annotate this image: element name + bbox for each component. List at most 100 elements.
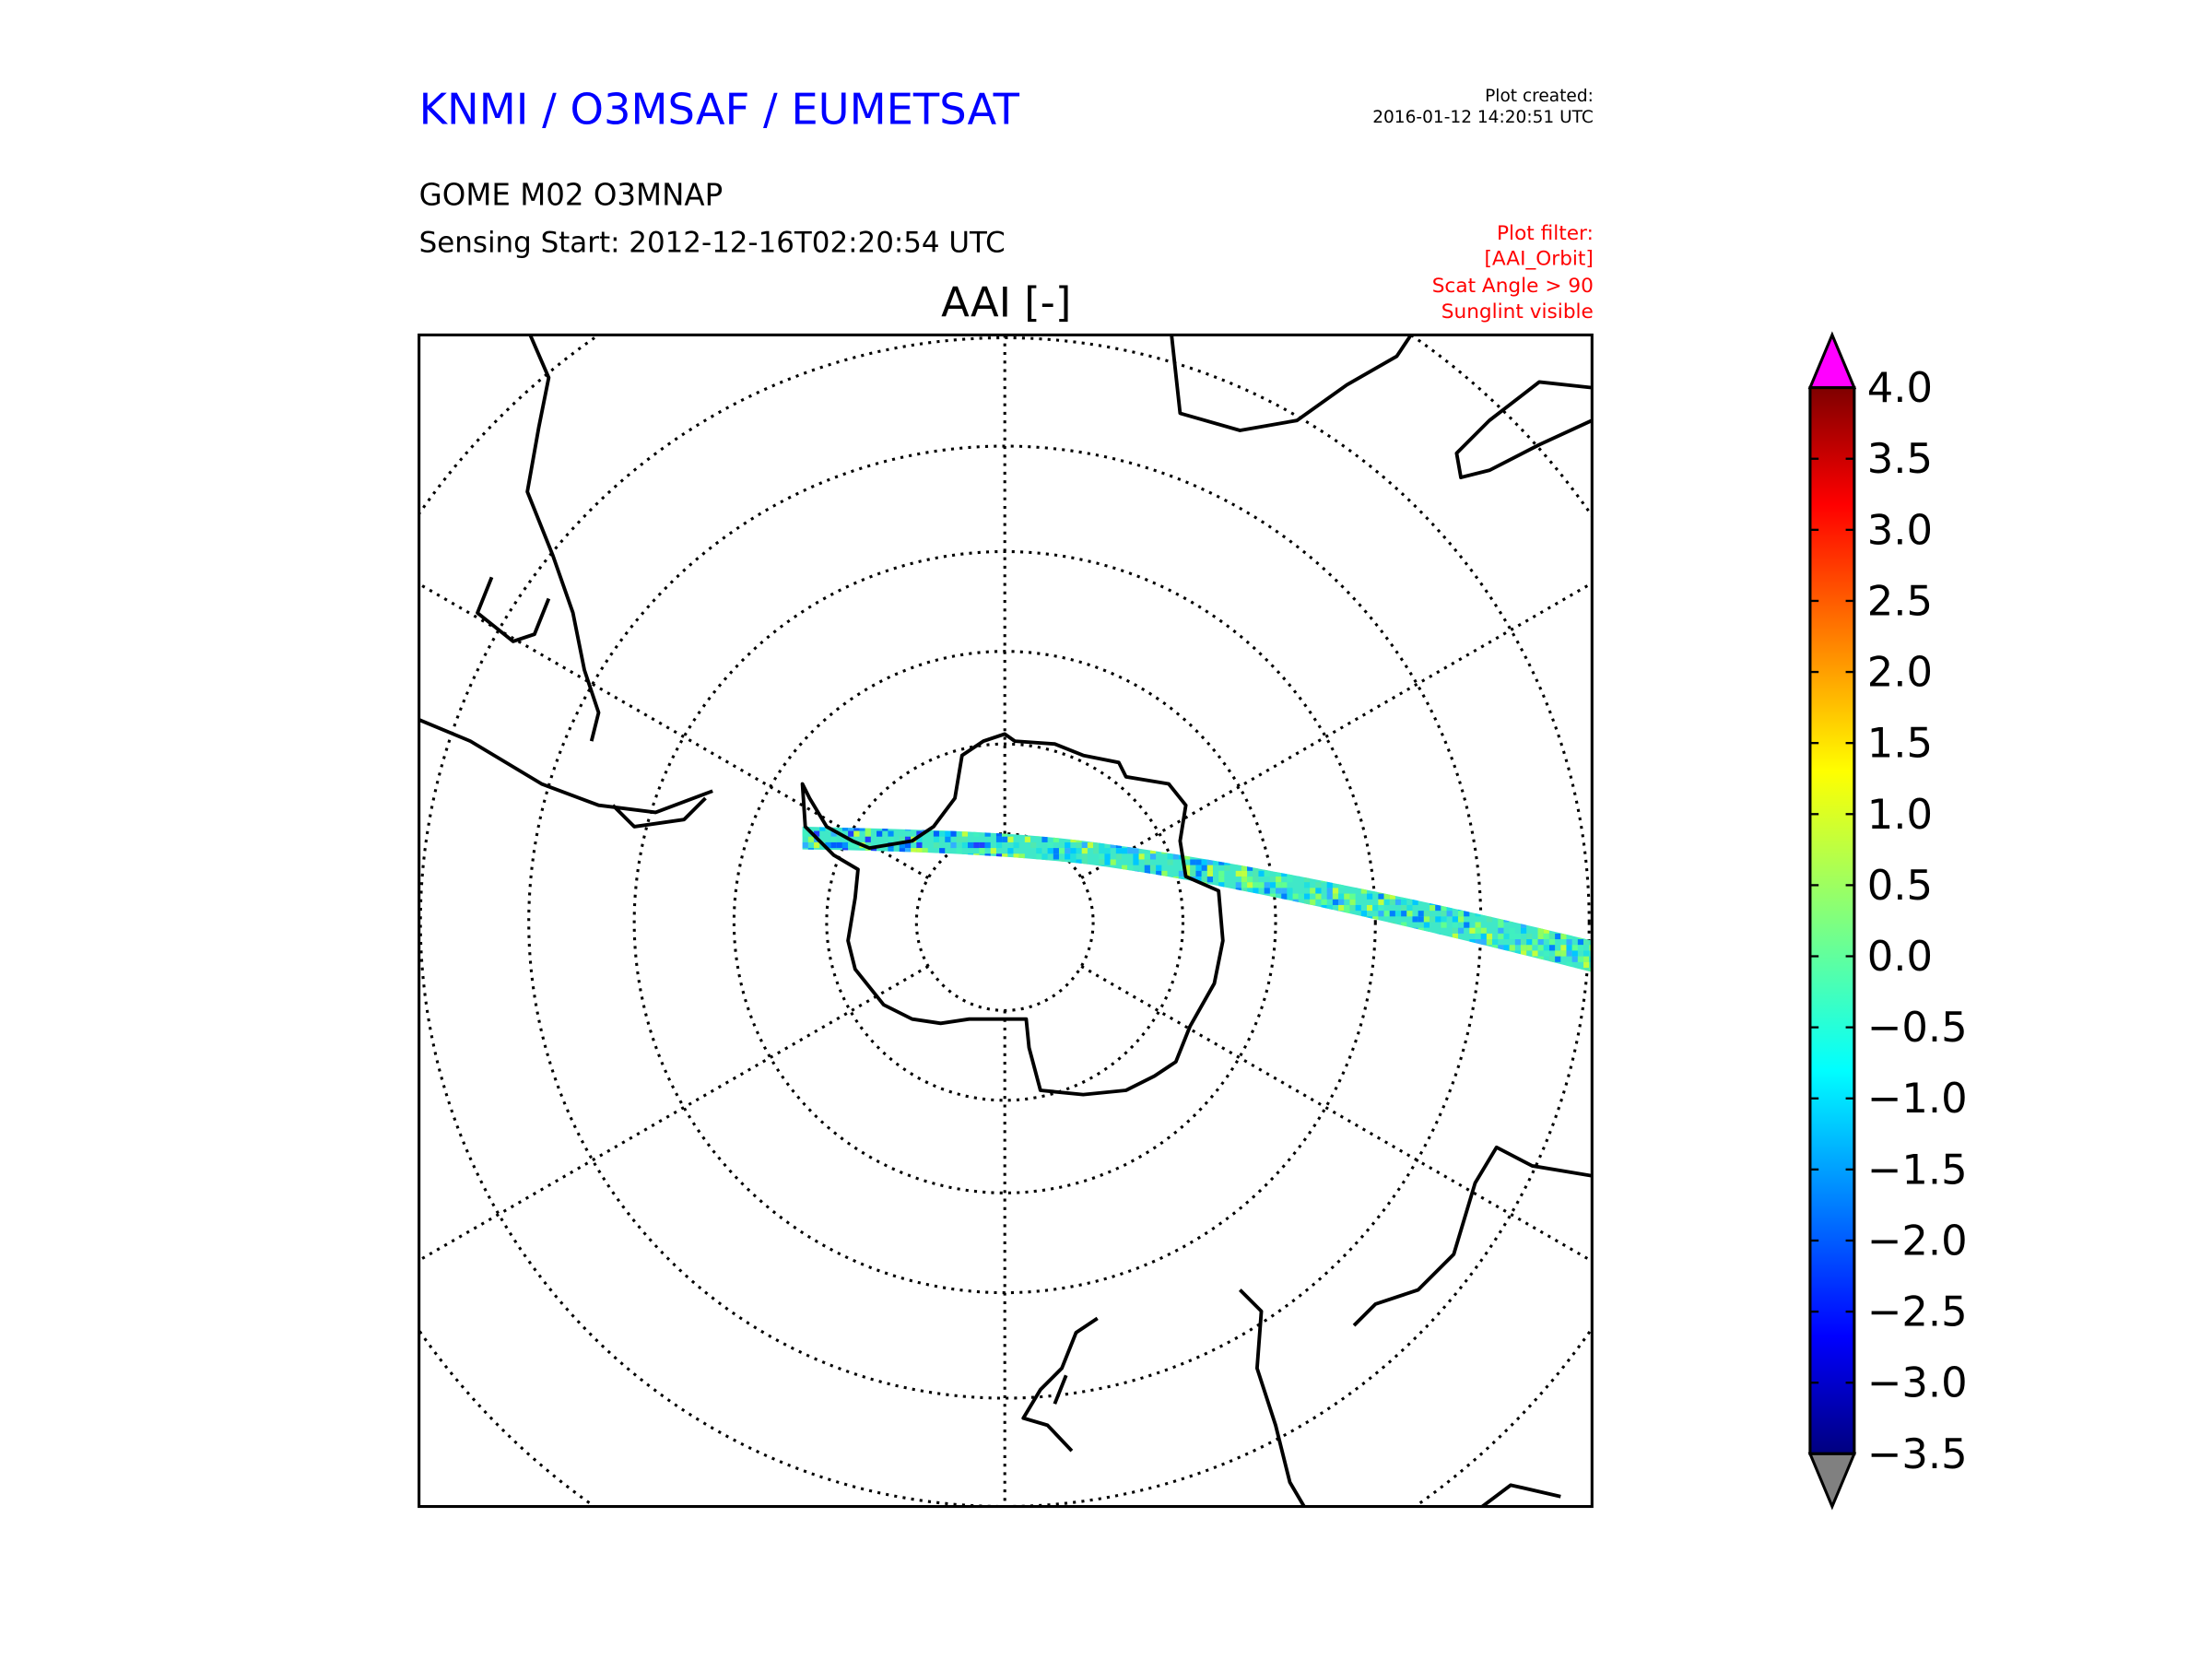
swath-pixel <box>1104 882 1111 888</box>
swath-pixel <box>859 939 865 946</box>
swath-pixel <box>1053 853 1059 860</box>
swath-pixel <box>841 922 849 928</box>
swath-pixel <box>1360 927 1367 934</box>
swath-pixel <box>1526 882 1533 888</box>
swath-pixel <box>899 939 905 946</box>
swath-pixel <box>1338 877 1345 883</box>
swath-pixel <box>1013 904 1019 912</box>
swath-pixel <box>859 927 865 934</box>
swath-pixel <box>1577 877 1584 883</box>
swath-pixel <box>1167 836 1173 842</box>
swath-pixel <box>1007 836 1014 842</box>
swath-pixel <box>1367 819 1372 825</box>
swath-pixel <box>1007 848 1014 854</box>
swath-pixel <box>979 893 985 900</box>
colorbar-tick-label: −2.0 <box>1867 1216 1968 1265</box>
swath-pixel <box>1315 945 1322 951</box>
swath-pixel <box>1224 956 1230 962</box>
swath-pixel <box>1230 841 1236 849</box>
swath-pixel <box>1464 911 1470 917</box>
swath-pixel <box>1310 830 1316 837</box>
swath-pixel <box>933 968 940 972</box>
swath-pixel <box>807 927 814 934</box>
swath-pixel <box>1521 973 1526 979</box>
swath-pixel <box>813 968 820 972</box>
swath-pixel <box>1492 882 1499 888</box>
swath-pixel <box>1355 865 1361 871</box>
swath-pixel <box>1492 819 1498 825</box>
map-title: AAI [-] <box>941 277 1071 326</box>
swath-pixel <box>1446 899 1453 905</box>
swath-pixel <box>1007 819 1013 825</box>
swath-pixel <box>1441 968 1447 972</box>
swath-pixel <box>1498 956 1504 962</box>
swath-pixel <box>1394 950 1402 957</box>
swath-pixel <box>836 956 842 962</box>
swath-pixel <box>1099 870 1105 877</box>
swath-pixel <box>1457 916 1465 923</box>
swath-pixel <box>1464 888 1470 894</box>
swath-pixel <box>1298 950 1304 957</box>
swath-pixel <box>1394 848 1402 854</box>
swath-pixel <box>1287 888 1293 894</box>
swath-pixel <box>888 836 894 842</box>
swath-pixel <box>984 888 991 894</box>
swath-pixel <box>1344 904 1350 912</box>
swath-pixel <box>1144 927 1150 934</box>
swath-pixel <box>1230 939 1236 946</box>
swath-pixel <box>1099 933 1105 940</box>
swath-pixel <box>1076 836 1082 842</box>
swath-pixel <box>1212 922 1219 928</box>
swath-pixel <box>1041 893 1048 900</box>
swath-pixel <box>904 939 912 946</box>
swath-pixel <box>1041 973 1047 979</box>
swath-pixel <box>1548 956 1556 962</box>
swath-pixel <box>1401 859 1407 865</box>
swath-pixel <box>1287 945 1293 951</box>
swath-pixel <box>1521 945 1527 951</box>
swath-pixel <box>1258 911 1265 917</box>
swath-pixel <box>1435 933 1441 940</box>
swath-pixel <box>1372 904 1379 912</box>
swath-pixel <box>1423 968 1430 972</box>
swath-pixel <box>1514 961 1521 968</box>
swath-pixel <box>945 945 951 951</box>
swath-pixel <box>1543 911 1549 917</box>
swath-pixel <box>1235 916 1241 923</box>
swath-pixel <box>1418 927 1424 934</box>
swath-pixel <box>1230 826 1236 831</box>
swath-pixel <box>1514 841 1521 849</box>
swath-pixel <box>1007 826 1014 831</box>
swath-pixel <box>1276 882 1282 888</box>
swath-pixel <box>1548 826 1556 831</box>
swath-pixel <box>807 877 814 883</box>
swath-pixel <box>1276 836 1282 842</box>
swath-pixel <box>1406 888 1413 894</box>
swath-pixel <box>1224 859 1230 865</box>
swath-pixel <box>1572 819 1578 825</box>
swath-pixel <box>1144 899 1150 905</box>
swath-pixel <box>1457 859 1465 865</box>
swath-pixel <box>1401 933 1407 940</box>
swath-pixel <box>1230 933 1236 940</box>
swath-pixel <box>1258 841 1265 849</box>
swath-pixel <box>1201 859 1207 865</box>
swath-pixel <box>1310 865 1316 871</box>
swath-pixel <box>979 870 985 877</box>
swath-pixel <box>1412 877 1418 883</box>
swath-pixel <box>1543 848 1549 854</box>
swath-pixel <box>1018 853 1025 860</box>
swath-pixel <box>1509 968 1515 972</box>
swath-pixel <box>1441 956 1447 962</box>
swath-pixel <box>1406 830 1413 837</box>
swath-pixel <box>1065 865 1071 871</box>
swath-pixel <box>1149 911 1157 917</box>
swath-pixel <box>1172 922 1179 928</box>
swath-pixel <box>1514 826 1521 831</box>
swath-pixel <box>1349 826 1356 831</box>
swath-pixel <box>807 853 814 860</box>
swath-pixel <box>802 865 808 871</box>
swath-pixel <box>1190 922 1196 928</box>
swath-pixel <box>1276 968 1282 972</box>
swath-pixel <box>870 870 877 877</box>
